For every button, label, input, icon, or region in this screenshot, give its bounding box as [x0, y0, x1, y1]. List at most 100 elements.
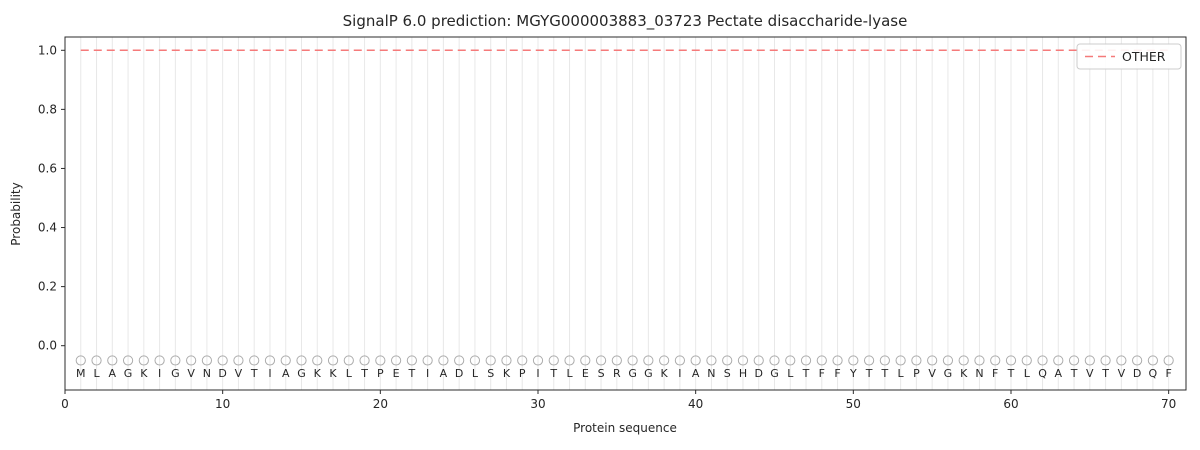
residue-letter: G [124, 367, 133, 380]
residue-letter: N [975, 367, 983, 380]
residue-marker [406, 355, 417, 366]
y-tick-label: 0.6 [38, 161, 57, 175]
plot-border [64, 36, 1187, 391]
residue-marker [75, 355, 86, 366]
x-tick-label: 20 [373, 397, 388, 411]
residue-marker [91, 355, 102, 366]
residue-marker [643, 355, 654, 366]
residue-letter: Q [1038, 367, 1047, 380]
x-tick-label: 50 [846, 397, 861, 411]
x-tick-label: 10 [215, 397, 230, 411]
residue-marker [627, 355, 638, 366]
residue-marker [769, 355, 780, 366]
y-tick-label: 0.8 [38, 102, 57, 116]
residue-marker [1132, 355, 1143, 366]
x-tick-label: 70 [1161, 397, 1176, 411]
residue-letter: S [598, 367, 605, 380]
residue-marker [674, 355, 685, 366]
residue-marker [832, 355, 843, 366]
residue-letter: G [171, 367, 180, 380]
residue-letter: G [628, 367, 637, 380]
residue-marker [501, 355, 512, 366]
residue-marker [107, 355, 118, 366]
residue-marker [312, 355, 323, 366]
residue-marker [296, 355, 307, 366]
residue-letter: R [613, 367, 621, 380]
residue-letter: E [582, 367, 589, 380]
residue-letter: S [724, 367, 731, 380]
residue-letter: K [960, 367, 968, 380]
residue-marker [548, 355, 559, 366]
residue-letter: I [426, 367, 429, 380]
residue-letter: T [549, 367, 557, 380]
residue-letter: V [1086, 367, 1094, 380]
residue-marker [659, 355, 670, 366]
residue-letter: L [472, 367, 479, 380]
residue-marker [469, 355, 481, 366]
residue-letter: N [707, 367, 715, 380]
residue-marker [264, 355, 276, 366]
residue-marker [800, 355, 812, 366]
residue-marker [942, 355, 954, 366]
residue-marker [879, 355, 890, 366]
residue-marker [327, 355, 339, 366]
residue-letter: P [377, 367, 384, 380]
residue-letter: G [297, 367, 306, 380]
residue-letter: P [913, 367, 920, 380]
x-axis-label: Protein sequence [573, 421, 677, 435]
residue-marker [816, 355, 827, 366]
residue-letter: H [739, 367, 747, 380]
y-tick-label: 0.2 [38, 280, 57, 294]
residue-letter: I [536, 367, 539, 380]
residue-letter: T [1101, 367, 1109, 380]
residue-markers-group [75, 355, 1174, 366]
residue-marker [737, 355, 749, 366]
residue-marker [454, 355, 465, 366]
y-tick-label: 0.4 [38, 221, 57, 235]
residue-marker [990, 355, 1001, 366]
residue-letter: D [218, 367, 226, 380]
residue-letter: D [1133, 367, 1141, 380]
residue-marker [343, 355, 354, 366]
residue-letter: L [1024, 367, 1031, 380]
residue-letter: I [678, 367, 681, 380]
residue-marker [138, 355, 149, 366]
residue-marker [895, 355, 906, 366]
gridlines-group [80, 37, 1170, 390]
residue-letter: F [1165, 367, 1171, 380]
residue-marker [1116, 355, 1127, 366]
residue-marker [359, 355, 370, 366]
residue-letter: G [944, 367, 953, 380]
residue-letter: G [644, 367, 653, 380]
residue-letter: A [109, 367, 117, 380]
x-tick-label: 30 [530, 397, 545, 411]
residue-letter: P [519, 367, 526, 380]
residue-letter: E [393, 367, 400, 380]
residue-letter: D [754, 367, 762, 380]
residue-marker [1068, 355, 1080, 366]
residue-letter: T [407, 367, 415, 380]
residue-letter: K [314, 367, 322, 380]
residue-marker [249, 355, 260, 366]
residue-letter: L [566, 367, 573, 380]
residue-marker [974, 355, 985, 366]
residue-letter: V [1118, 367, 1126, 380]
x-tick-label: 60 [1003, 397, 1018, 411]
residue-marker [390, 355, 402, 366]
residue-marker [170, 355, 181, 366]
residue-marker [722, 355, 733, 366]
residue-letter: T [865, 367, 873, 380]
residue-marker [122, 355, 134, 366]
residue-marker [154, 355, 165, 366]
residue-letter: M [76, 367, 86, 380]
residue-letter: K [329, 367, 337, 380]
residue-marker [927, 355, 938, 366]
residue-marker [517, 355, 528, 366]
residue-letter: F [834, 367, 840, 380]
residue-letter: L [898, 367, 905, 380]
residue-marker [595, 355, 607, 366]
residue-letter: V [928, 367, 936, 380]
